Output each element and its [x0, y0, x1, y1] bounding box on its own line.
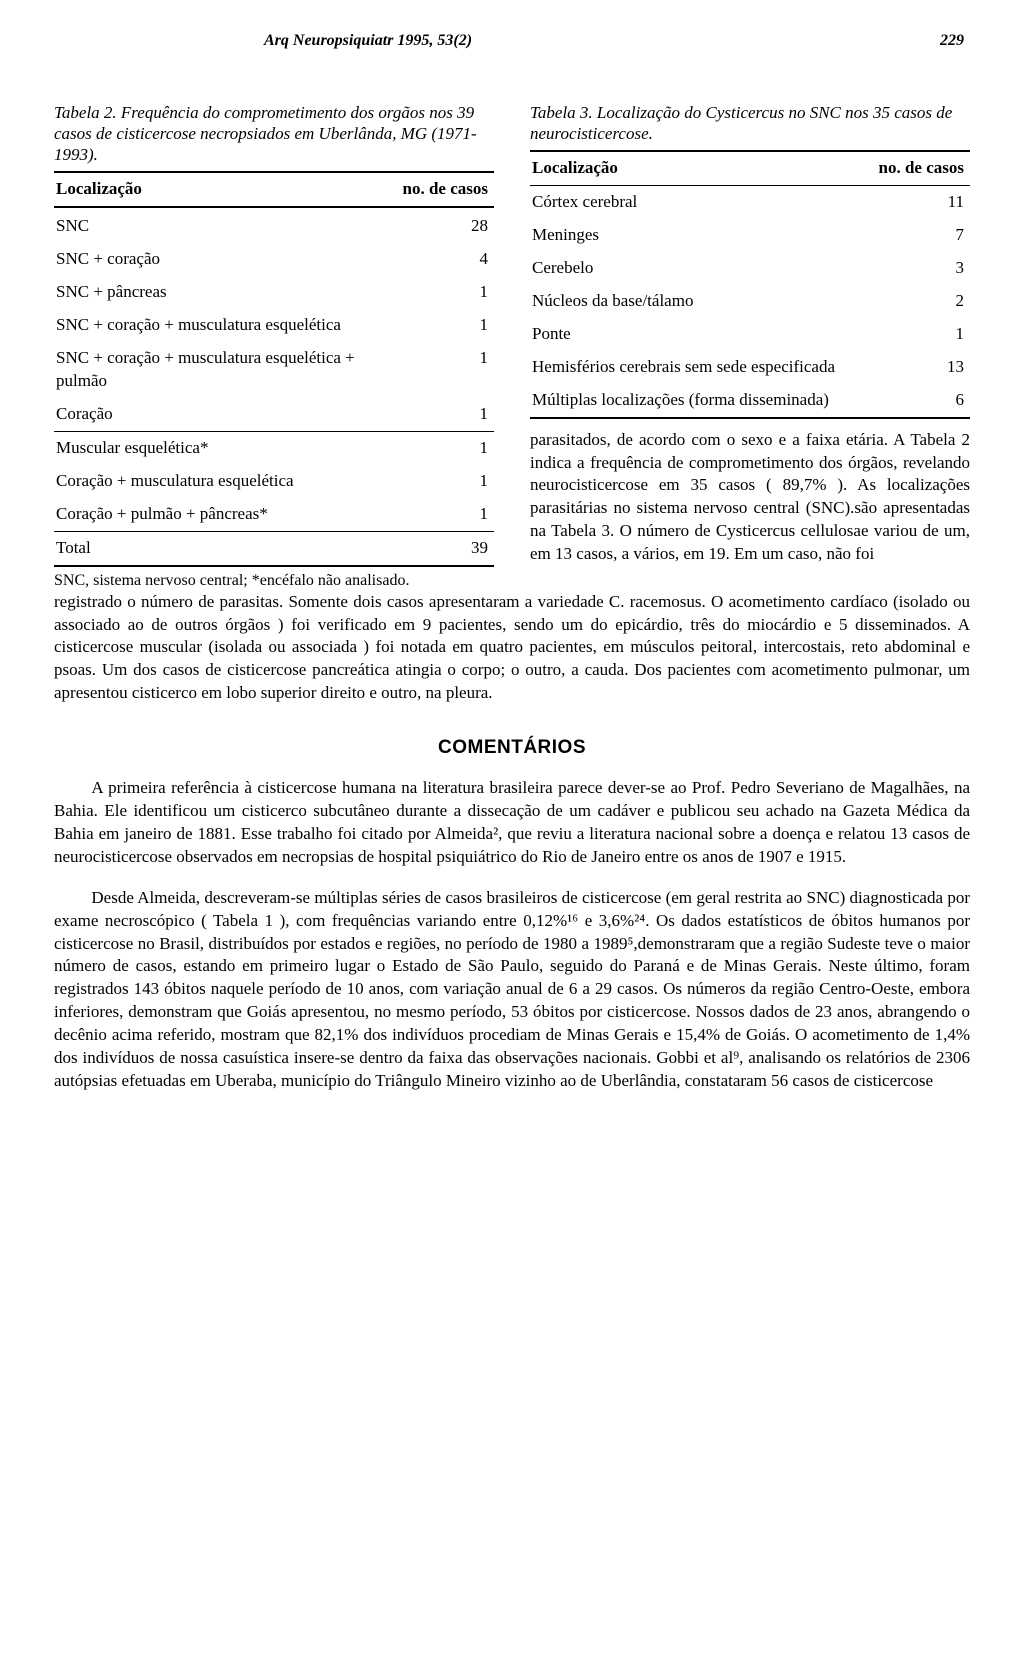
table3-label: Cerebelo	[530, 252, 867, 285]
table3-value: 7	[867, 219, 970, 252]
table2: Localização no. de casos SNC 28 SNC + co…	[54, 171, 494, 566]
table-row: SNC + coração 4	[54, 243, 494, 276]
left-column: Tabela 2. Frequência do comprometimento …	[54, 102, 494, 591]
table3-value: 13	[867, 351, 970, 384]
table3-value: 11	[867, 186, 970, 219]
table-total-row: Total 39	[54, 531, 494, 565]
table3-col1-header: Localização	[530, 151, 867, 185]
right-column: Tabela 3. Localização do Cysticercus no …	[530, 102, 970, 591]
table2-value: 1	[401, 342, 494, 398]
table2-value: 1	[401, 276, 494, 309]
section-title-comentarios: COMENTÁRIOS	[54, 735, 970, 761]
table3-col2-header: no. de casos	[867, 151, 970, 185]
table2-total-label: Total	[54, 531, 401, 565]
table2-label: SNC + coração + musculatura esquelética	[54, 309, 401, 342]
table2-col2-header: no. de casos	[401, 172, 494, 207]
table3-caption: Tabela 3. Localização do Cysticercus no …	[530, 102, 970, 145]
table-row: SNC + coração + musculatura esquelética …	[54, 342, 494, 398]
table3: Localização no. de casos Córtex cerebral…	[530, 150, 970, 419]
table2-total-value: 39	[401, 531, 494, 565]
table-row: Muscular esquelética* 1	[54, 431, 494, 464]
table-row: SNC 28	[54, 210, 494, 243]
table-row: Coração 1	[54, 398, 494, 431]
table3-label: Núcleos da base/tálamo	[530, 285, 867, 318]
table2-label: SNC + coração	[54, 243, 401, 276]
table2-value: 4	[401, 243, 494, 276]
body-paragraph-3: Desde Almeida, descreveram-se múltiplas …	[54, 887, 970, 1093]
table3-value: 6	[867, 384, 970, 418]
table-row: Meninges 7	[530, 219, 970, 252]
table-row: Múltiplas localizações (forma disseminad…	[530, 384, 970, 418]
table-row: Cerebelo 3	[530, 252, 970, 285]
table2-label: Coração	[54, 398, 401, 431]
table-row: Coração + pulmão + pâncreas* 1	[54, 498, 494, 531]
table2-label: SNC + coração + musculatura esquelética …	[54, 342, 401, 398]
table-row: SNC + pâncreas 1	[54, 276, 494, 309]
table3-label: Hemisférios cerebrais sem sede especific…	[530, 351, 867, 384]
table3-value: 1	[867, 318, 970, 351]
table2-caption: Tabela 2. Frequência do comprometimento …	[54, 102, 494, 166]
table-row: SNC + coração + musculatura esquelética …	[54, 309, 494, 342]
body-paragraph-continuation: registrado o número de parasitas. Soment…	[54, 591, 970, 706]
table3-value: 2	[867, 285, 970, 318]
table2-label: SNC + pâncreas	[54, 276, 401, 309]
table3-label: Múltiplas localizações (forma disseminad…	[530, 384, 867, 418]
table2-label: Coração + musculatura esquelética	[54, 465, 401, 498]
body-text: A primeira referência à cisticercose hum…	[54, 777, 970, 869]
table3-label: Córtex cerebral	[530, 186, 867, 219]
table3-label: Meninges	[530, 219, 867, 252]
table-row: Coração + musculatura esquelética 1	[54, 465, 494, 498]
page-number: 229	[940, 30, 964, 52]
table-row: Hemisférios cerebrais sem sede especific…	[530, 351, 970, 384]
table-row: Núcleos da base/tálamo 2	[530, 285, 970, 318]
table2-value: 1	[401, 431, 494, 464]
right-column-body: parasitados, de acordo com o sexo e a fa…	[530, 429, 970, 567]
table3-value: 3	[867, 252, 970, 285]
table-row: Ponte 1	[530, 318, 970, 351]
table2-label: Muscular esquelética*	[54, 431, 401, 464]
page-header: Arq Neuropsiquiatr 1995, 53(2) 229	[54, 30, 970, 52]
table2-value: 1	[401, 309, 494, 342]
table2-value: 1	[401, 398, 494, 431]
table3-label: Ponte	[530, 318, 867, 351]
body-paragraph-2: A primeira referência à cisticercose hum…	[54, 777, 970, 869]
table2-col1-header: Localização	[54, 172, 401, 207]
table2-value: 1	[401, 498, 494, 531]
table2-value: 28	[401, 210, 494, 243]
table2-label: Coração + pulmão + pâncreas*	[54, 498, 401, 531]
table2-value: 1	[401, 465, 494, 498]
table-row: Córtex cerebral 11	[530, 186, 970, 219]
table2-label: SNC	[54, 210, 401, 243]
body-text: Desde Almeida, descreveram-se múltiplas …	[54, 887, 970, 1093]
journal-title: Arq Neuropsiquiatr 1995, 53(2)	[264, 30, 472, 52]
table2-footnote: SNC, sistema nervoso central; *encéfalo …	[54, 571, 494, 591]
